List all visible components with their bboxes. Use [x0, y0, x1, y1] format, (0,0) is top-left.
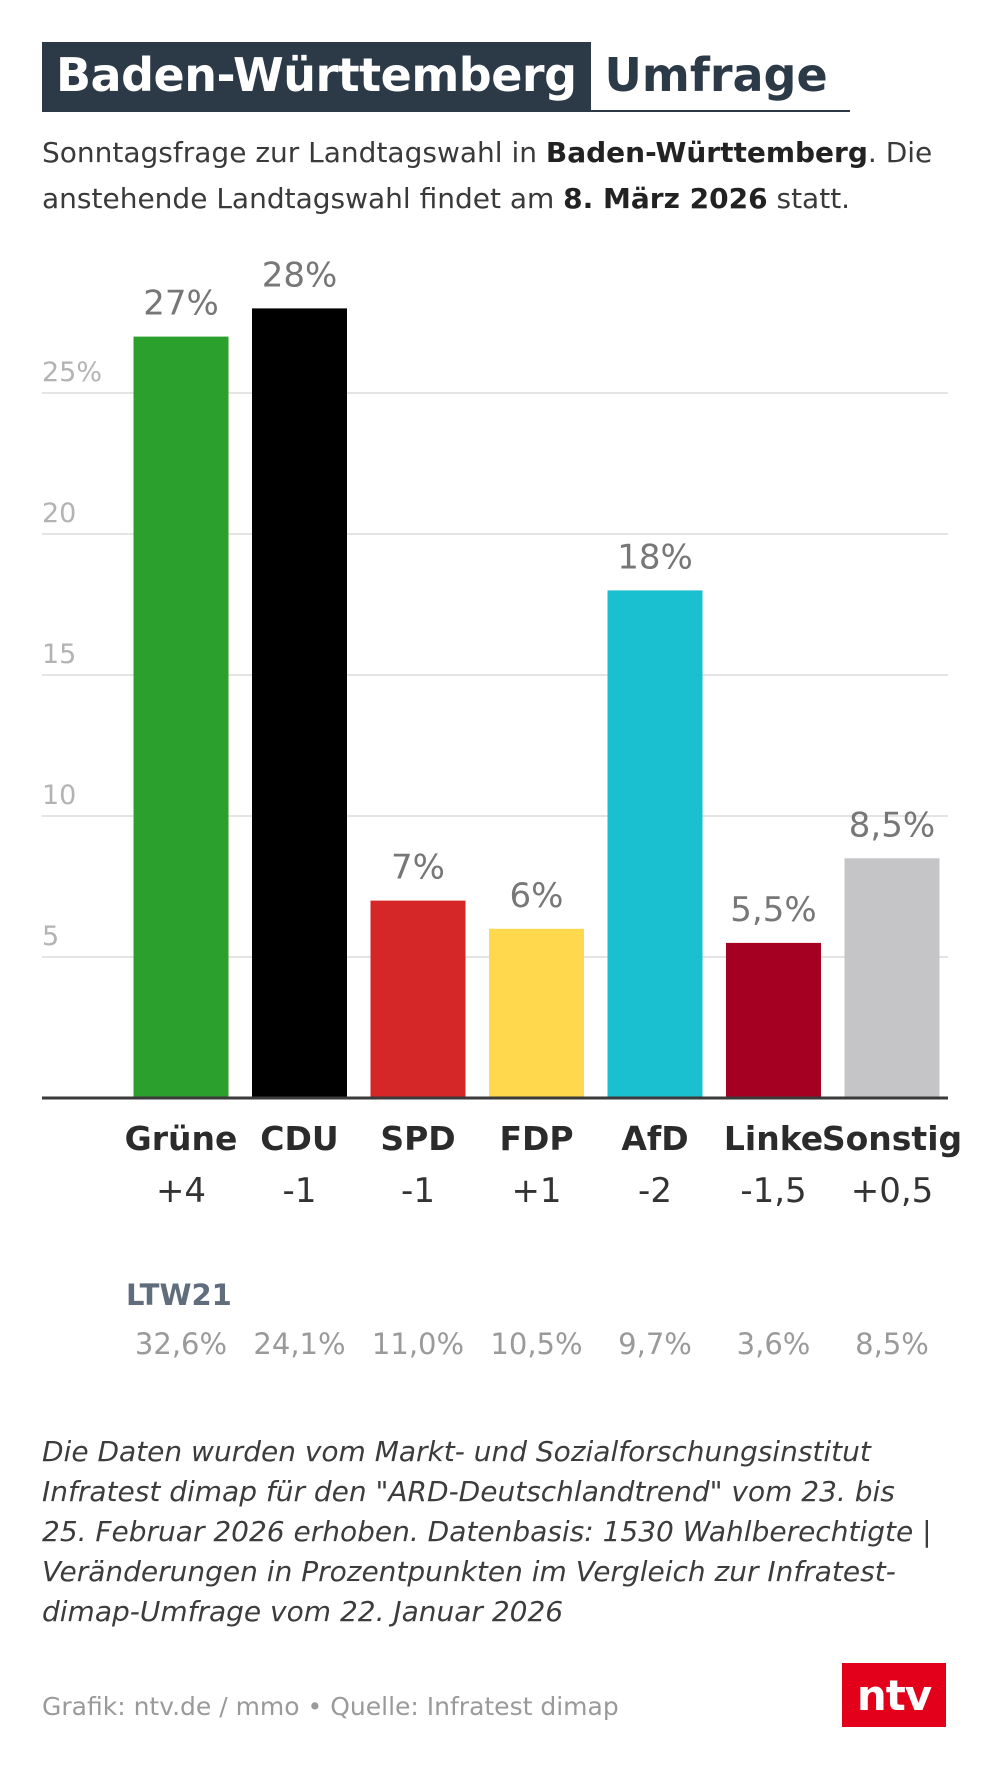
subtitle-state: Baden-Württemberg [545, 136, 868, 169]
bar-chart: 5 10 15 20 25% 27% Grüne +4 32,6% 28% CDU -1 24,1% 7%… [42, 255, 962, 1361]
change-label-1: -1 [283, 1171, 317, 1211]
previous-value-5: 3,6% [737, 1327, 811, 1361]
bar-5 [726, 942, 821, 1098]
change-label-0: +4 [156, 1171, 206, 1211]
change-label-6: +0,5 [851, 1171, 934, 1211]
subtitle-part3: statt. [767, 182, 851, 215]
bar-2 [370, 900, 466, 1098]
subtitle-date: 8. März 2026 [563, 182, 768, 215]
previous-value-6: 8,5% [855, 1327, 929, 1361]
source-line: Grafik: ntv.de / mmo • Quelle: Infratest… [42, 1692, 619, 1721]
value-label-3: 6% [510, 876, 564, 916]
previous-election-heading: LTW21 [126, 1278, 232, 1312]
previous-value-1: 24,1% [253, 1327, 345, 1361]
bar-0 [133, 336, 229, 1099]
y-tick-label-5: 5 [42, 921, 59, 952]
category-label-3: FDP [499, 1119, 573, 1158]
subtitle-part1: Sonntagsfrage zur Landtagswahl in [42, 136, 546, 169]
category-label-2: SPD [380, 1119, 455, 1158]
subtitle: Sonntagsfrage zur Landtagswahl in Baden-… [42, 130, 942, 222]
change-label-5: -1,5 [740, 1171, 806, 1211]
y-tick-label-10: 10 [42, 780, 76, 811]
category-label-4: AfD [621, 1119, 688, 1158]
ntv-logo: ntv [842, 1663, 946, 1727]
category-label-6: Sonstig [822, 1119, 962, 1158]
previous-value-0: 32,6% [135, 1327, 227, 1361]
y-tick-label-15: 15 [42, 639, 76, 670]
change-label-4: -2 [638, 1171, 672, 1211]
bar-1 [252, 308, 347, 1098]
category-label-1: CDU [260, 1119, 338, 1158]
title-main: Baden-Württemberg [42, 42, 591, 112]
previous-value-2: 11,0% [372, 1327, 464, 1361]
chart-header: Baden-Württemberg Umfrage [42, 42, 850, 112]
subtitle-part2: . Die anstehende Landtagswahl findet am [42, 136, 933, 215]
bar-3 [489, 928, 584, 1098]
value-label-2: 7% [391, 848, 445, 888]
y-tick-label-20: 20 [42, 498, 76, 529]
change-label-3: +1 [511, 1171, 561, 1211]
value-label-6: 8,5% [849, 805, 935, 845]
value-label-5: 5,5% [730, 890, 816, 930]
y-tick-label-25: 25% [42, 357, 102, 388]
previous-value-4: 9,7% [618, 1327, 692, 1361]
change-label-2: -1 [401, 1171, 435, 1211]
bar-6 [844, 858, 940, 1098]
value-label-1: 28% [262, 255, 338, 295]
footnote: Die Daten wurden vom Markt- und Sozialfo… [42, 1435, 932, 1628]
previous-value-3: 10,5% [490, 1327, 582, 1361]
value-label-0: 27% [143, 284, 219, 324]
bar-4 [607, 590, 703, 1098]
category-label-5: Linke [724, 1119, 823, 1158]
category-label-0: Grüne [125, 1119, 238, 1158]
value-label-4: 18% [617, 537, 693, 577]
title-suffix: Umfrage [590, 42, 850, 112]
